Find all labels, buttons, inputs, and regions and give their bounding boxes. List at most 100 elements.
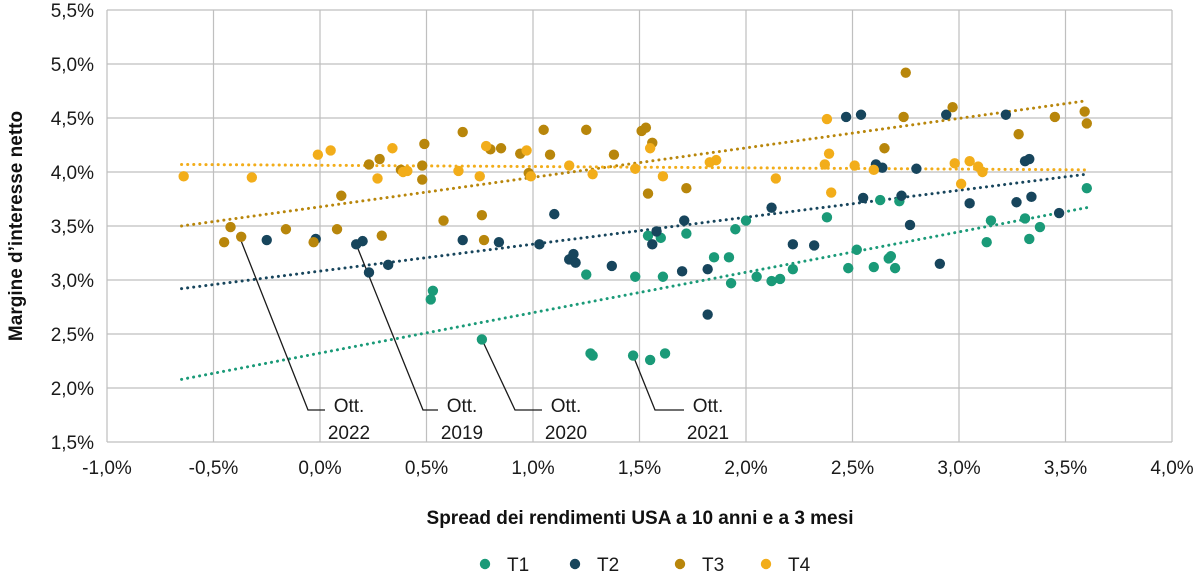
- data-point-t3: [608, 149, 620, 160]
- annotation-leader-line: [355, 244, 438, 411]
- data-point-t4: [849, 160, 860, 171]
- data-point-t1: [774, 273, 786, 285]
- x-tick-label: 4,0%: [1150, 458, 1193, 479]
- y-tick-label: 3,5%: [51, 217, 94, 238]
- data-point-t3: [331, 224, 343, 235]
- data-point-t1: [723, 252, 735, 263]
- data-point-t4: [474, 171, 485, 182]
- annotations: Ott. 2022 Ott. 2019 Ott. 2020 Ott. 2021: [328, 396, 729, 444]
- annotation-label-year: 2022: [328, 423, 370, 444]
- data-point-t1: [874, 194, 886, 206]
- data-point-t2: [941, 109, 952, 120]
- data-point-t1: [581, 269, 592, 280]
- data-point-t4: [178, 171, 189, 182]
- data-point-t2: [1053, 207, 1065, 219]
- data-point-t2: [534, 239, 545, 250]
- data-point-t4: [821, 113, 833, 125]
- data-point-t1: [657, 271, 669, 282]
- data-point-t4: [826, 187, 837, 198]
- data-point-t1: [476, 334, 488, 345]
- data-point-t1: [659, 348, 671, 359]
- data-point-t4: [480, 140, 492, 152]
- data-point-t1: [868, 261, 879, 273]
- data-point-t2: [570, 257, 581, 268]
- data-point-t3: [417, 160, 428, 171]
- data-point-t1: [981, 237, 992, 248]
- data-point-t4: [819, 159, 831, 170]
- annotation-label-month: Ott.: [693, 396, 724, 417]
- data-point-t4: [657, 171, 669, 182]
- data-point-t3: [1013, 129, 1024, 140]
- y-tick-label: 2,0%: [51, 379, 94, 400]
- data-point-t2: [457, 234, 468, 246]
- data-point-t2: [1026, 191, 1037, 203]
- data-point-t2: [357, 235, 368, 247]
- data-point-t2: [702, 264, 713, 275]
- data-point-t2: [840, 111, 852, 123]
- data-point-t3: [374, 153, 385, 165]
- data-point-t3: [1079, 106, 1090, 117]
- data-point-t2: [261, 234, 272, 246]
- data-point-t3: [476, 210, 488, 221]
- annotation-leader-line: [481, 339, 542, 411]
- x-tick-label: 2,0%: [724, 458, 767, 479]
- x-tick-label: 1,0%: [511, 458, 554, 479]
- data-point-t1: [787, 264, 799, 275]
- data-point-t2: [647, 239, 658, 250]
- data-point-t3: [417, 174, 428, 185]
- data-point-t3: [218, 237, 230, 248]
- data-point-t1: [725, 278, 737, 289]
- data-point-t4: [246, 172, 258, 183]
- data-point-t1: [644, 354, 656, 366]
- data-point-t3: [419, 138, 430, 150]
- data-point-t3: [495, 143, 507, 154]
- annotation-leaders: [238, 235, 684, 411]
- y-axis-ticks: 1,5% 2,0% 2,5% 3,0% 3,5% 4,0% 4,5% 5,0% 5,5%: [51, 1, 94, 454]
- data-point-t3: [363, 159, 375, 170]
- legend-marker-t1: [479, 558, 491, 570]
- data-point-t1: [766, 275, 777, 287]
- data-point-t3: [336, 190, 347, 201]
- data-point-t2: [808, 240, 820, 251]
- data-point-t2: [1011, 197, 1022, 208]
- annotation-label-year: 2020: [545, 423, 587, 444]
- data-point-t3: [225, 221, 236, 233]
- trendline-t3: [180, 99, 1089, 228]
- data-point-t4: [402, 165, 413, 177]
- data-point-t1: [1019, 213, 1031, 224]
- data-point-t4: [387, 143, 398, 154]
- data-point-t1: [751, 271, 762, 282]
- data-point-t1: [642, 230, 654, 241]
- data-point-t3: [581, 124, 592, 136]
- legend: T1 T2 T3 T4: [479, 555, 811, 576]
- legend-marker-t2: [569, 558, 581, 570]
- data-point-t2: [493, 237, 505, 248]
- x-tick-label: 0,0%: [298, 458, 341, 479]
- data-point-t4: [964, 156, 975, 167]
- data-point-t4: [823, 148, 835, 159]
- x-tick-label: -0,5%: [189, 458, 239, 479]
- data-point-t2: [676, 266, 688, 277]
- data-point-t2: [1024, 153, 1035, 165]
- data-point-t3: [900, 67, 911, 78]
- data-point-t2: [679, 215, 690, 226]
- data-point-t2: [568, 248, 579, 260]
- data-point-t1: [889, 262, 901, 274]
- data-point-t1: [985, 215, 997, 226]
- y-tick-label: 1,5%: [51, 433, 94, 454]
- annotation-label-year: 2021: [687, 423, 729, 444]
- data-point-t3: [681, 183, 692, 194]
- data-points: [178, 67, 1093, 366]
- data-point-t3: [544, 149, 556, 160]
- data-point-t3: [457, 126, 468, 138]
- data-point-t3: [640, 122, 652, 133]
- data-point-t4: [644, 143, 656, 154]
- legend-marker-t4: [760, 558, 772, 570]
- annotation-label-year: 2019: [441, 423, 483, 444]
- data-point-t2: [911, 163, 922, 174]
- data-point-t2: [549, 208, 560, 220]
- y-axis-title: Margine d’interesse netto: [6, 111, 27, 341]
- data-point-t4: [710, 154, 722, 166]
- x-tick-label: -1,0%: [82, 458, 132, 479]
